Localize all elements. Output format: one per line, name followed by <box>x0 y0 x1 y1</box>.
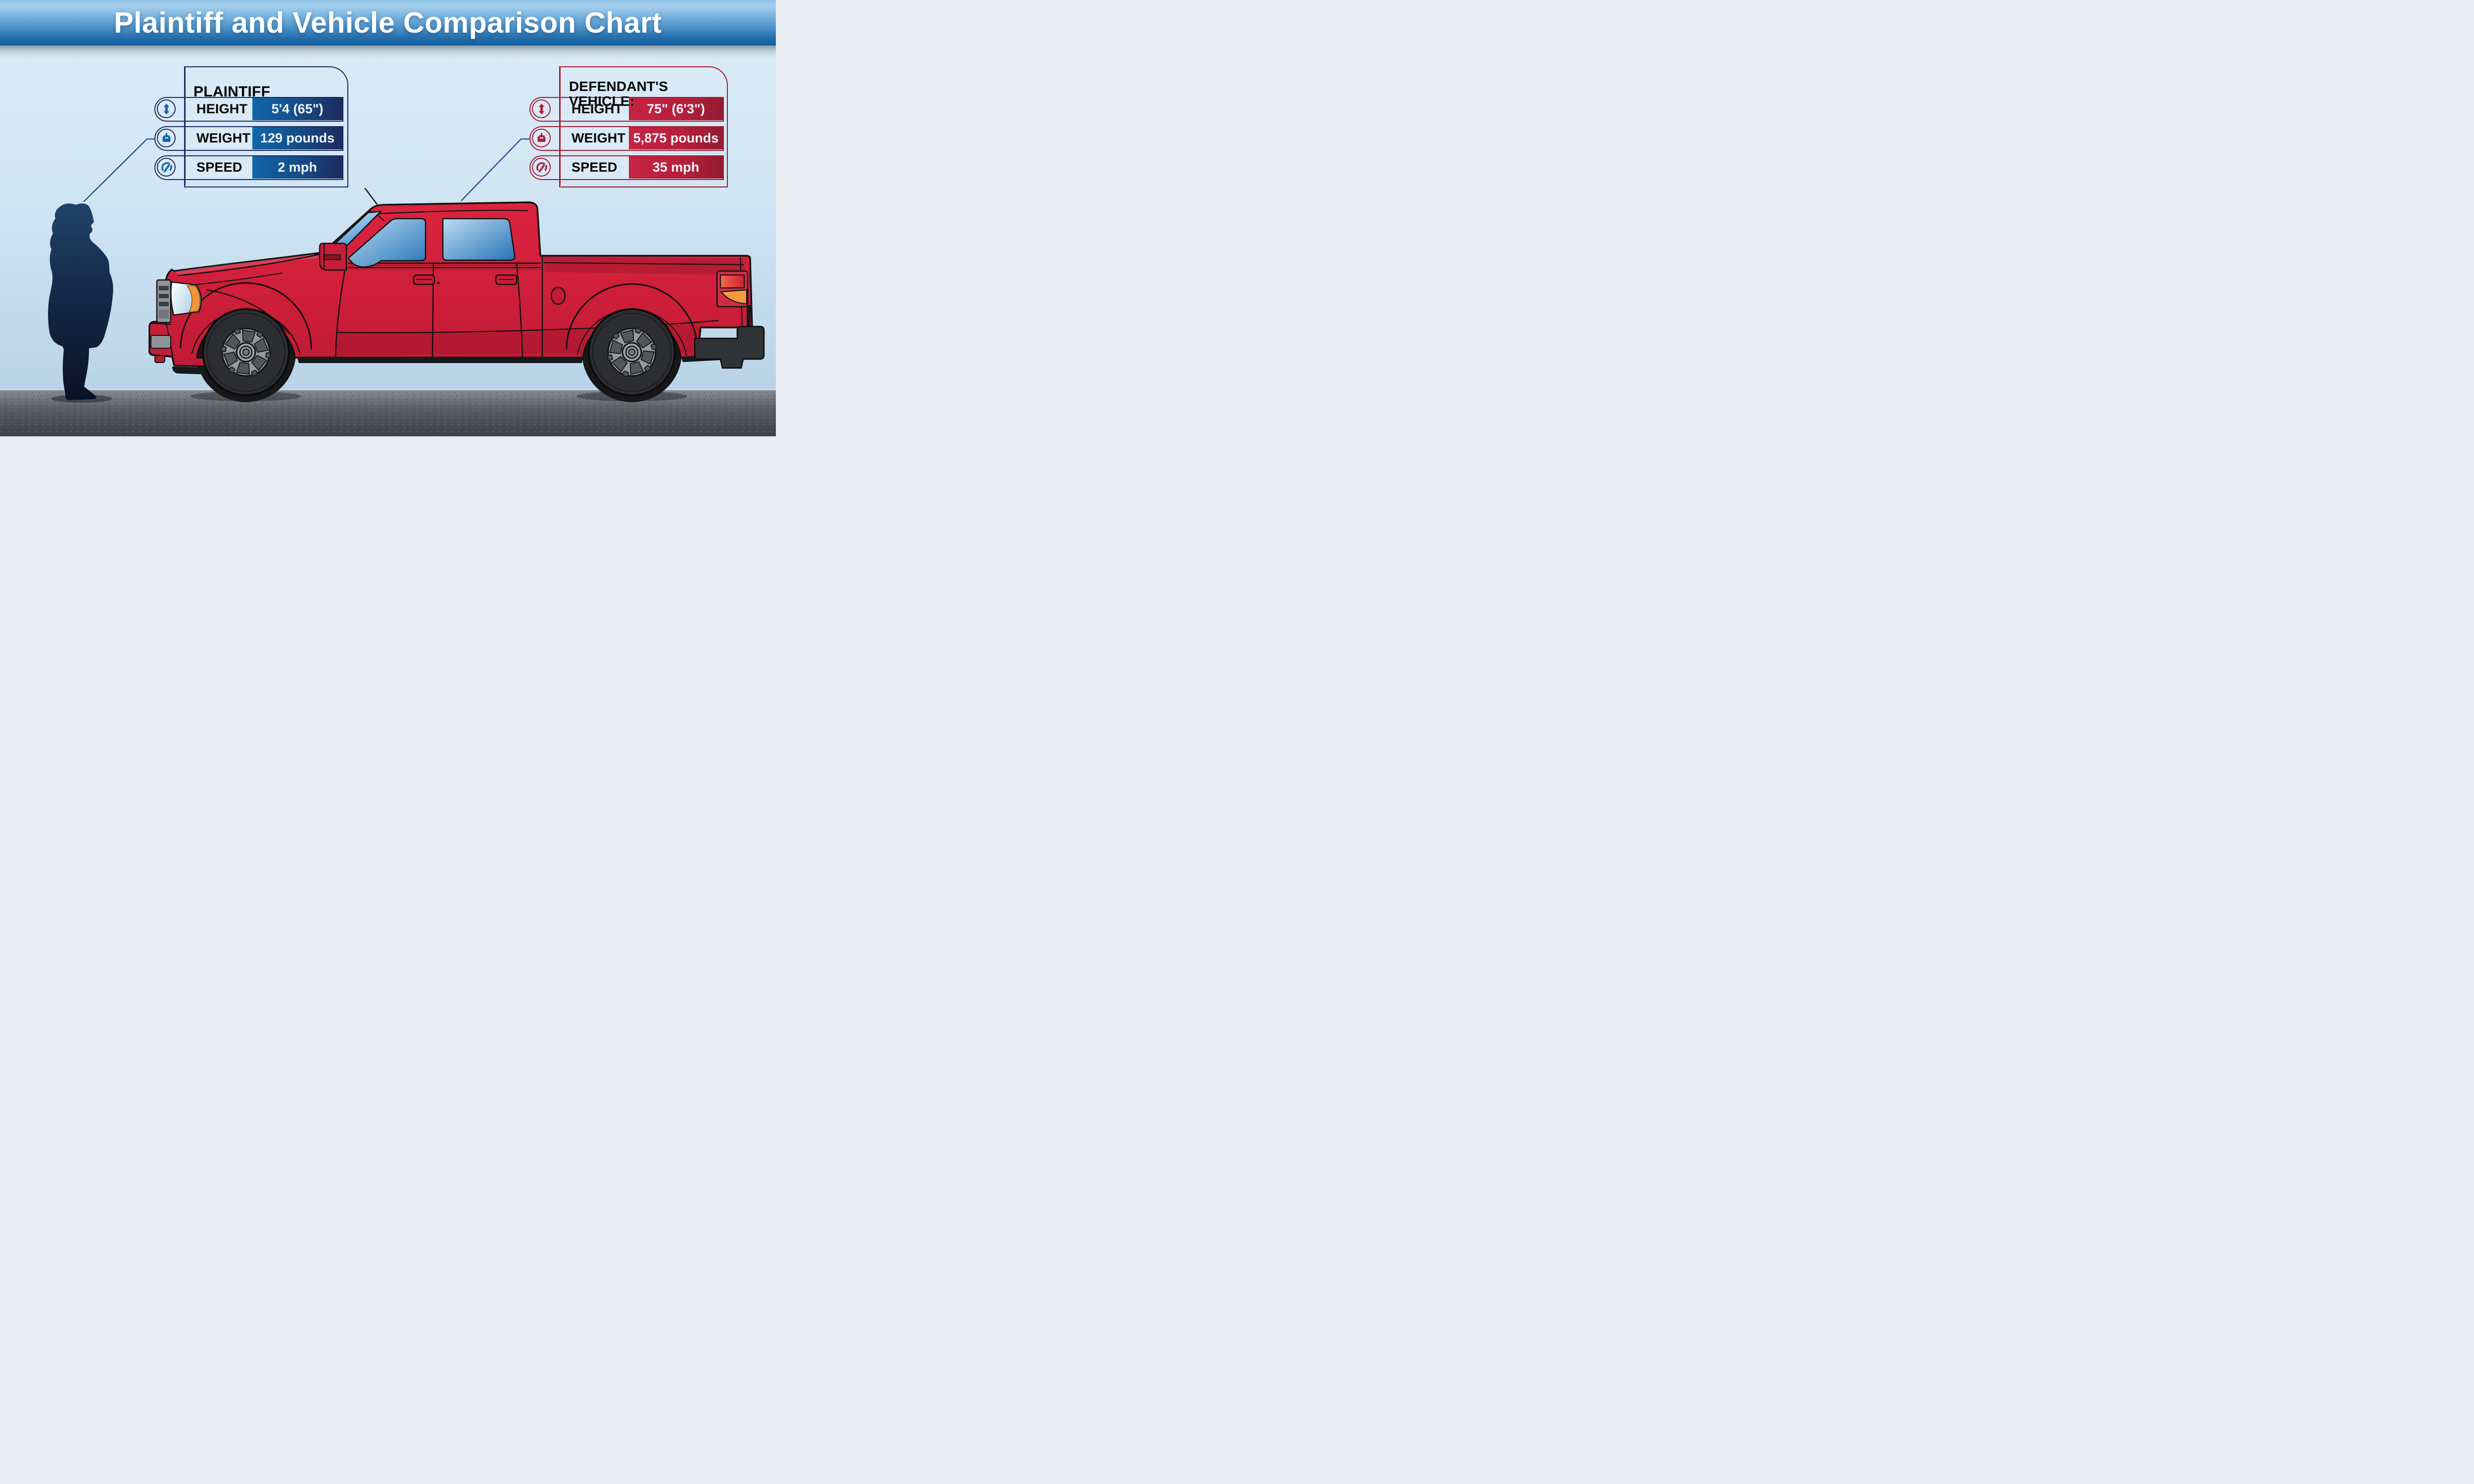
plaintiff-panel-title: PLAINTIFF <box>193 83 271 100</box>
tow-hook <box>154 355 165 363</box>
row-value: 5,875 pounds <box>629 127 723 149</box>
front-grille <box>156 279 172 324</box>
woman-silhouette <box>48 203 113 400</box>
row-label: SPEED <box>571 160 618 175</box>
row-label: WEIGHT <box>196 131 251 145</box>
row-label: HEIGHT <box>196 101 248 116</box>
side-mirror <box>319 242 347 271</box>
plaintiff-speed-row: SPEED 2 mph <box>154 155 343 180</box>
connector-line-defendant <box>461 138 531 201</box>
taillight <box>716 270 749 308</box>
plaintiff-panel-border <box>184 66 186 186</box>
row-label: HEIGHT <box>571 101 623 116</box>
defendant-height-row: HEIGHT 75" (6'3") <box>529 97 724 122</box>
weight-scale-icon <box>157 129 176 147</box>
speedometer-icon <box>157 158 176 177</box>
defendant-panel-title: DEFENDANT'S VEHICLE: <box>569 79 668 109</box>
fuel-cap <box>550 286 566 305</box>
door-handle-rear <box>495 274 518 285</box>
connector-line-plaintiff <box>83 138 156 202</box>
rear-wheel <box>588 308 676 396</box>
door-handle-front <box>413 274 440 285</box>
rear-door-window <box>442 218 516 261</box>
front-wheel <box>202 308 290 396</box>
scene-illustration <box>0 138 776 436</box>
pickup-truck-illustration <box>148 187 765 402</box>
title-bar: Plaintiff and Vehicle Comparison Chart <box>0 0 776 46</box>
headlight <box>170 281 202 316</box>
row-value: 35 mph <box>629 156 723 179</box>
plaintiff-height-row: HEIGHT 5'4 (65") <box>154 97 343 122</box>
row-value: 75" (6'3") <box>629 98 723 120</box>
height-range-icon <box>532 99 551 118</box>
comparison-infographic: Plaintiff and Vehicle Comparison Chart P… <box>0 0 776 436</box>
row-label: WEIGHT <box>571 131 626 145</box>
front-door-window <box>348 218 427 268</box>
weight-scale-icon <box>532 129 551 147</box>
defendant-weight-row: WEIGHT 5,875 pounds <box>529 126 724 151</box>
rear-bumper <box>694 305 765 369</box>
defendant-panel-border <box>559 66 561 186</box>
antenna <box>364 187 378 205</box>
row-label: SPEED <box>196 160 242 175</box>
plaintiff-weight-row: WEIGHT 129 pounds <box>154 126 343 151</box>
row-value: 2 mph <box>252 156 342 179</box>
defendant-speed-row: SPEED 35 mph <box>529 155 724 180</box>
bumper-insert <box>150 335 171 349</box>
height-range-icon <box>157 99 176 118</box>
page-title: Plaintiff and Vehicle Comparison Chart <box>114 6 662 39</box>
speedometer-icon <box>532 158 551 177</box>
row-value: 5'4 (65") <box>252 98 342 120</box>
row-value: 129 pounds <box>252 127 342 149</box>
